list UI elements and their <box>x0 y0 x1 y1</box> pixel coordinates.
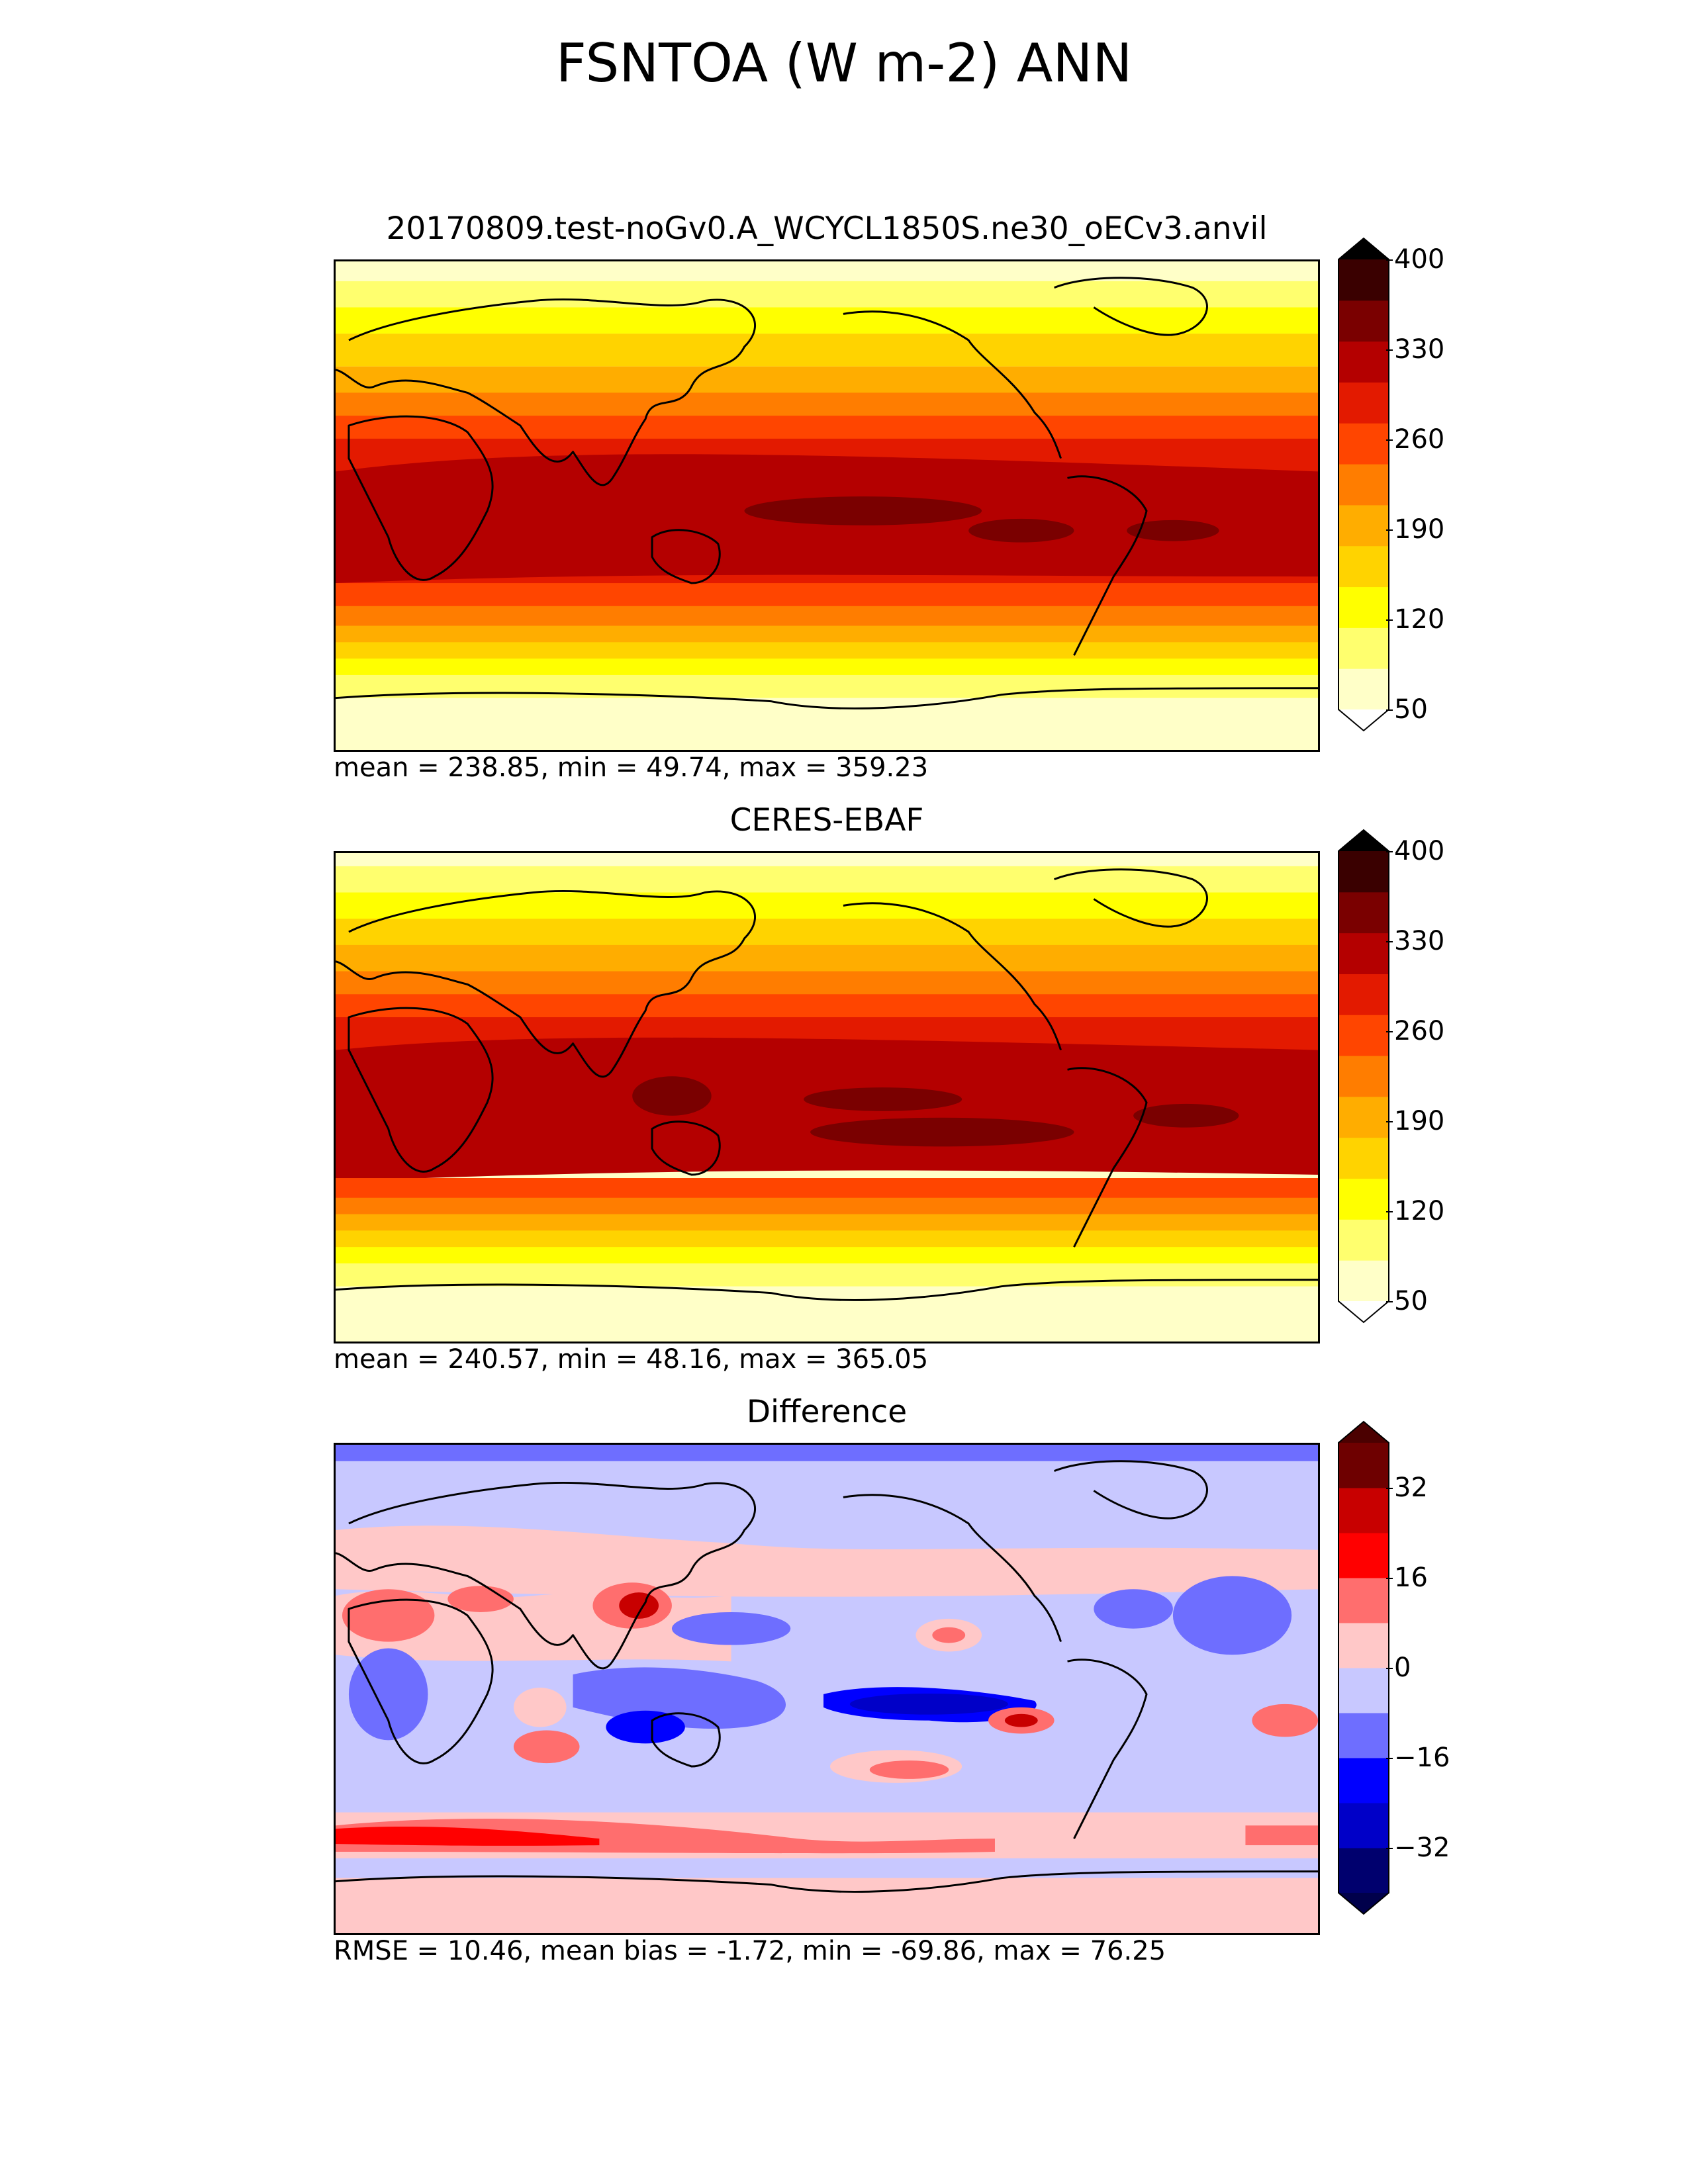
colorbar-segment <box>1338 1668 1389 1713</box>
colorbar-extend-low <box>1338 1301 1389 1322</box>
colorbar-segment <box>1338 891 1389 934</box>
colorbar-extend-high <box>1338 830 1389 851</box>
colorbar-reference <box>1338 829 1389 1324</box>
colorbar-tick-label: 50 <box>1386 1286 1428 1316</box>
colorbar-segment <box>1338 382 1389 424</box>
colorbar-tick-label: 400 <box>1385 836 1445 866</box>
colorbar-difference <box>1338 1420 1389 1915</box>
panel-title-reference: CERES-EBAF <box>729 802 924 839</box>
colorbar-tick-label: 400 <box>1385 244 1445 275</box>
panel-title-difference: Difference <box>746 1394 908 1430</box>
colorbar-tick-label: 190 <box>1385 1106 1445 1136</box>
colorbar-extend-low <box>1338 1893 1389 1914</box>
colorbar-segment <box>1338 1178 1389 1220</box>
panel-title-test: 20170809.test-noGv0.A_WCYCL1850S.ne30_oE… <box>386 210 1268 247</box>
colorbar-tick-label: 330 <box>1385 926 1445 956</box>
colorbar-segment <box>1338 1443 1389 1488</box>
colorbar-segment <box>1338 1096 1389 1138</box>
colorbar-tick-label: 120 <box>1385 604 1445 635</box>
colorbar-segment <box>1338 586 1389 628</box>
map-reference-field <box>336 853 1318 1342</box>
colorbar-segment <box>1338 464 1389 506</box>
colorbar-segment <box>1338 504 1389 547</box>
map-difference-field <box>336 1445 1318 1933</box>
colorbar-tick-label: 260 <box>1385 424 1445 455</box>
colorbar-tick-label: 330 <box>1385 334 1445 365</box>
colorbar-extend-high <box>1338 238 1389 259</box>
colorbar-svg <box>1338 829 1389 1324</box>
colorbar-segment <box>1338 1533 1389 1578</box>
panel-stats-test: mean = 238.85, min = 49.74, max = 359.23 <box>334 752 929 783</box>
map-difference <box>334 1443 1320 1935</box>
colorbar-segment <box>1338 1848 1389 1893</box>
colorbar-segment <box>1338 851 1389 893</box>
colorbar-segment <box>1338 627 1389 669</box>
colorbar-segment <box>1338 974 1389 1015</box>
map-test-field <box>336 261 1318 750</box>
colorbar-outline <box>1338 1420 1389 1915</box>
colorbar-segment <box>1338 545 1389 588</box>
colorbar-tick-label: 50 <box>1386 694 1428 725</box>
colorbar-segment <box>1338 1578 1389 1623</box>
colorbar-segment <box>1338 300 1389 342</box>
colorbar-tick-label: 32 <box>1386 1473 1428 1503</box>
colorbar-segment <box>1338 341 1389 383</box>
colorbar-tick-label: 0 <box>1385 1653 1411 1683</box>
colorbar-svg <box>1338 237 1389 732</box>
colorbar-segment <box>1338 668 1389 710</box>
colorbar-segment <box>1338 1713 1389 1758</box>
colorbar-tick-label: −16 <box>1385 1743 1450 1773</box>
panel-stats-difference: RMSE = 10.46, mean bias = -1.72, min = -… <box>334 1936 1166 1966</box>
figure-title: FSNTOA (W m-2) ANN <box>555 32 1133 94</box>
colorbar-segment <box>1338 1219 1389 1261</box>
map-reference <box>334 851 1320 1343</box>
colorbar-tick-label: 16 <box>1386 1563 1428 1593</box>
colorbar-tick-label: −32 <box>1385 1833 1450 1863</box>
colorbar-extend-high <box>1338 1422 1389 1443</box>
colorbar-segment <box>1338 259 1389 301</box>
colorbar-segment <box>1338 1015 1389 1056</box>
colorbar-tick-label: 120 <box>1385 1196 1445 1226</box>
panel-stats-reference: mean = 240.57, min = 48.16, max = 365.05 <box>334 1344 929 1375</box>
colorbar-svg <box>1338 1420 1389 1915</box>
colorbar-segment <box>1338 1803 1389 1848</box>
colorbar-tick-label: 260 <box>1385 1016 1445 1046</box>
colorbar-test <box>1338 237 1389 732</box>
colorbar-segment <box>1338 1056 1389 1097</box>
colorbar-segment <box>1338 1137 1389 1179</box>
colorbar-segment <box>1338 933 1389 974</box>
map-test <box>334 259 1320 752</box>
colorbar-segment <box>1338 1260 1389 1302</box>
colorbar-segment <box>1338 423 1389 465</box>
colorbar-tick-label: 190 <box>1385 514 1445 545</box>
colorbar-segment <box>1338 1758 1389 1803</box>
colorbar-segment <box>1338 1488 1389 1533</box>
colorbar-segment <box>1338 1623 1389 1668</box>
colorbar-extend-low <box>1338 709 1389 731</box>
